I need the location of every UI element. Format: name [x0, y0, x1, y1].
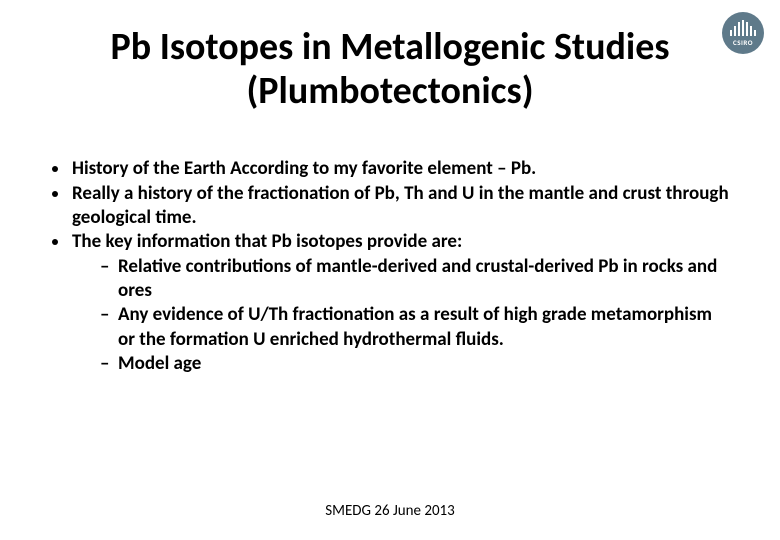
title-line-2: (Plumbotectonics)	[246, 68, 533, 114]
bullet-text: Really a history of the fractionation of…	[72, 182, 729, 229]
sub-bullet-text: Any evidence of U/Th fractionation as a …	[118, 303, 712, 350]
slide-title: Pb Isotopes in Metallogenic Studies (Plu…	[50, 26, 730, 113]
sub-bullet-text: Model age	[118, 352, 201, 375]
bullet-item: The key information that Pb isotopes pro…	[70, 230, 730, 376]
slide-footer: SMEDG 26 June 2013	[0, 502, 780, 520]
bullet-item: History of the Earth According to my fav…	[70, 157, 730, 181]
csiro-logo-circle: CSIRO	[722, 12, 764, 54]
csiro-logo-bars-icon	[730, 20, 756, 36]
sub-bullet-text: Relative contributions of mantle-derived…	[118, 255, 717, 302]
sub-bullet-list: Relative contributions of mantle-derived…	[72, 255, 730, 377]
csiro-logo-text: CSIRO	[733, 38, 753, 47]
slide: CSIRO Pb Isotopes in Metallogenic Studie…	[0, 0, 780, 540]
bullet-list: History of the Earth According to my fav…	[50, 157, 730, 376]
sub-bullet-item: Model age	[100, 352, 730, 376]
sub-bullet-item: Relative contributions of mantle-derived…	[100, 255, 730, 304]
bullet-text: The key information that Pb isotopes pro…	[72, 230, 462, 253]
sub-bullet-item: Any evidence of U/Th fractionation as a …	[100, 303, 730, 352]
bullet-item: Really a history of the fractionation of…	[70, 182, 730, 231]
title-line-1: Pb Isotopes in Metallogenic Studies	[111, 24, 670, 70]
csiro-logo: CSIRO	[722, 12, 764, 54]
bullet-text: History of the Earth According to my fav…	[72, 157, 536, 180]
